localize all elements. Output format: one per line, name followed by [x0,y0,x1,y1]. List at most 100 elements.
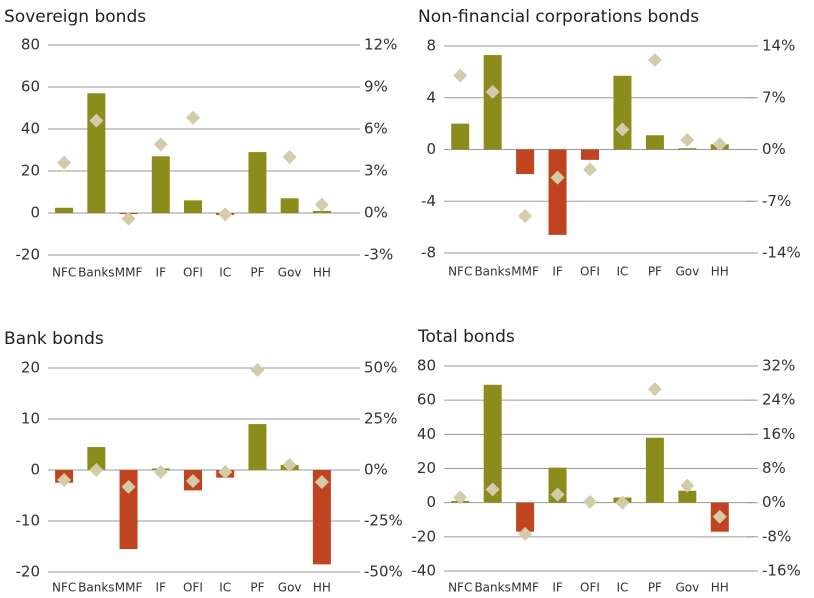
diamond-marker [680,132,695,147]
bar [312,470,331,565]
x-tick-label: MMF [115,266,143,280]
y-tick-label: 80 [21,36,40,54]
diamond-marker [453,490,468,505]
x-tick-label: Banks [474,581,510,595]
y2-tick-label: 6% [364,120,388,138]
y-tick-label: -20 [412,527,437,545]
x-tick-label: HH [711,265,729,279]
y2-tick-label: 24% [762,391,795,409]
y2-tick-label: 25% [364,410,397,428]
y-tick-label: 60 [21,78,40,96]
x-tick-label: IF [156,581,167,595]
bar [516,502,535,532]
diamond-marker [89,113,104,128]
bar [678,490,697,503]
diamond-marker [647,382,662,397]
diamond-marker [57,472,72,487]
y-tick-label: -20 [16,563,41,581]
x-tick-label: Banks [78,266,114,280]
bar [645,437,664,503]
y-tick-label: 80 [417,357,436,375]
y2-tick-label: 0% [364,461,388,479]
diamond-marker [57,155,72,170]
x-tick-label: IC [616,581,628,595]
bar [516,149,535,175]
y-tick-label: 8 [426,37,436,55]
x-tick-label: OFI [183,581,203,595]
y2-tick-label: -7% [762,192,791,210]
diamond-marker [153,465,168,480]
diamond-marker [615,122,630,137]
x-tick-label: IC [219,266,231,280]
y2-tick-label: 3% [364,162,388,180]
bar [548,149,567,235]
diamond-marker [250,363,265,378]
bar [280,198,299,213]
y-tick-label: 40 [21,120,40,138]
y2-tick-label: -25% [364,512,403,530]
diamond-marker [186,474,200,489]
diamond-marker [615,495,630,510]
bar [581,149,599,160]
bar [119,470,138,550]
x-tick-label: HH [313,581,331,595]
chart-title: Total bonds [417,327,515,347]
y-tick-label: 20 [21,359,40,377]
y-tick-label: 60 [417,391,436,409]
x-tick-label: PF [648,581,662,595]
diamond-marker [153,137,168,152]
y2-tick-label: -3% [364,246,393,264]
chart-title: Non-financial corporations bonds [418,7,699,27]
y2-tick-label: 0% [364,204,388,222]
diamond-marker [485,482,500,497]
bar [483,55,502,150]
diamond-marker [186,110,200,125]
x-tick-label: Gov [675,581,699,595]
diamond-marker [518,209,533,224]
x-tick-label: OFI [580,265,600,279]
x-tick-label: HH [711,581,729,595]
x-tick-label: Gov [278,266,302,280]
y2-tick-label: -8% [762,527,791,545]
y-tick-label: 0 [30,461,40,479]
diamond-marker [314,475,329,490]
diamond-marker [712,509,727,524]
y2-tick-label: 12% [364,36,397,54]
bar [613,75,632,150]
bar [248,152,267,213]
diamond-marker [647,53,662,68]
diamond-marker [314,197,329,212]
x-tick-label: OFI [183,266,203,280]
x-tick-label: NFC [52,266,76,280]
x-tick-label: OFI [580,581,600,595]
x-tick-label: PF [250,581,264,595]
y-tick-label: 10 [21,410,40,428]
y2-tick-label: 8% [762,459,786,477]
x-tick-label: PF [648,265,662,279]
y2-tick-label: -16% [762,562,801,580]
diamond-marker [583,162,597,177]
chart-title: Sovereign bonds [4,7,146,27]
x-tick-label: NFC [448,581,472,595]
y-tick-label: -20 [16,246,41,264]
y2-tick-label: 50% [364,359,397,377]
x-tick-label: Gov [675,265,699,279]
y-tick-label: 0 [30,204,40,222]
y-tick-label: -10 [16,512,41,530]
x-tick-label: IC [616,265,628,279]
x-tick-label: PF [250,266,264,280]
diamond-marker [282,457,297,472]
diamond-marker [583,494,597,509]
diamond-marker [712,137,727,152]
diamond-marker [550,170,565,185]
y-tick-label: 0 [426,493,436,511]
diamond-marker [453,68,468,83]
y-tick-label: -8 [421,244,436,262]
bar [248,424,267,470]
x-tick-label: IF [156,266,167,280]
x-tick-label: IF [552,265,563,279]
y2-tick-label: 9% [364,78,388,96]
y2-tick-label: -14% [762,244,801,262]
bar [678,148,697,150]
